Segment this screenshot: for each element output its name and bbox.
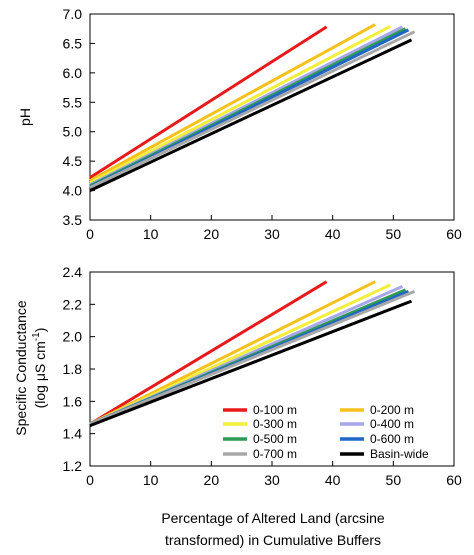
x-tick-label: 0 — [86, 472, 94, 488]
legend-label: 0-300 m — [253, 417, 297, 431]
legend-item-0-400-m: 0-400 m — [340, 417, 414, 431]
series-line-0-100-m — [89, 280, 328, 426]
ph-series-lines — [89, 23, 416, 192]
y-tick-label: 4.0 — [63, 183, 83, 199]
legend-item-0-600-m: 0-600 m — [340, 432, 414, 446]
conductance-y-axis-title-line2: (log μS cm-1) — [31, 328, 48, 409]
series-line-0-200-m — [89, 280, 376, 426]
legend-label: 0-700 m — [253, 447, 297, 461]
ph-y-ticks: 3.5 4.0 4.5 5.0 5.5 6.0 6.5 7.0 — [63, 6, 95, 228]
series-line-0-700-m — [89, 290, 416, 426]
legend-item-0-700-m: 0-700 m — [223, 447, 297, 461]
x-tick-label: 20 — [204, 226, 220, 242]
legend-label: 0-100 m — [253, 403, 297, 417]
legend-item-0-100-m: 0-100 m — [223, 403, 297, 417]
legend-item-basin-wide: Basin-wide — [340, 447, 429, 461]
legend-item-0-500-m: 0-500 m — [223, 432, 297, 446]
y-tick-label: 1.6 — [63, 393, 83, 409]
x-tick-label: 30 — [264, 226, 280, 242]
legend-label: Basin-wide — [370, 447, 429, 461]
conductance-series-lines — [89, 280, 416, 427]
x-tick-label: 0 — [86, 226, 94, 242]
x-tick-label: 50 — [386, 472, 402, 488]
legend-label: 0-200 m — [370, 403, 414, 417]
conductance-panel: 0 10 20 30 40 50 60 1.2 1.4 1.6 1.8 2.0 2.2 2.4 Spec… — [13, 264, 462, 488]
ph-panel: 0 10 20 30 40 50 60 3.5 4.0 4.5 5.0 5.5 6.0 6.5 7.0 p… — [17, 6, 462, 242]
series-line-0-100-m — [89, 25, 328, 179]
y-tick-label: 5.5 — [63, 94, 83, 110]
conductance-y-axis-title-line1: Specific Conductance — [13, 300, 29, 436]
legend-label: 0-500 m — [253, 432, 297, 446]
y-tick-label: 1.8 — [63, 361, 83, 377]
legend-label: 0-600 m — [370, 432, 414, 446]
x-tick-label: 20 — [204, 472, 220, 488]
y-tick-label: 7.0 — [63, 6, 83, 22]
ph-x-ticks: 0 10 20 30 40 50 60 — [86, 215, 462, 242]
ph-y-axis-title: pH — [17, 108, 33, 126]
x-tick-label: 30 — [264, 472, 280, 488]
x-axis-title-line1: Percentage of Altered Land (arcsine — [161, 510, 385, 526]
x-tick-label: 40 — [325, 472, 341, 488]
legend: 0-100 m 0-200 m 0-300 m 0-400 m 0-500 m 0-600… — [223, 403, 429, 461]
y-tick-label: 1.4 — [63, 426, 83, 442]
legend-item-0-300-m: 0-300 m — [223, 417, 297, 431]
y-tick-label: 6.0 — [63, 65, 83, 81]
x-axis-title-line2: transformed) in Cumulative Buffers — [165, 532, 381, 548]
conductance-x-ticks: 0 10 20 30 40 50 60 — [86, 461, 462, 488]
series-line-0-200-m — [89, 23, 376, 182]
series-line-0-700-m — [89, 30, 416, 189]
y-tick-label: 2.0 — [63, 329, 83, 345]
y-tick-label: 5.0 — [63, 124, 83, 140]
x-tick-label: 10 — [143, 472, 159, 488]
series-line-basin-wide — [89, 299, 413, 427]
series-line-0-300-m — [89, 25, 391, 185]
conductance-y-ticks: 1.2 1.4 1.6 1.8 2.0 2.2 2.4 — [63, 264, 95, 474]
x-tick-label: 60 — [446, 226, 462, 242]
x-tick-label: 50 — [386, 226, 402, 242]
y-tick-label: 6.5 — [63, 35, 83, 51]
y-tick-label: 1.2 — [63, 458, 83, 474]
legend-item-0-200-m: 0-200 m — [340, 403, 414, 417]
x-tick-label: 40 — [325, 226, 341, 242]
series-line-basin-wide — [89, 38, 413, 192]
x-tick-label: 10 — [143, 226, 159, 242]
legend-label: 0-400 m — [370, 417, 414, 431]
y-tick-label: 2.2 — [63, 296, 83, 312]
y-tick-label: 3.5 — [63, 212, 83, 228]
y-tick-label: 2.4 — [63, 264, 83, 280]
y-tick-label: 4.5 — [63, 153, 83, 169]
x-tick-label: 60 — [446, 472, 462, 488]
